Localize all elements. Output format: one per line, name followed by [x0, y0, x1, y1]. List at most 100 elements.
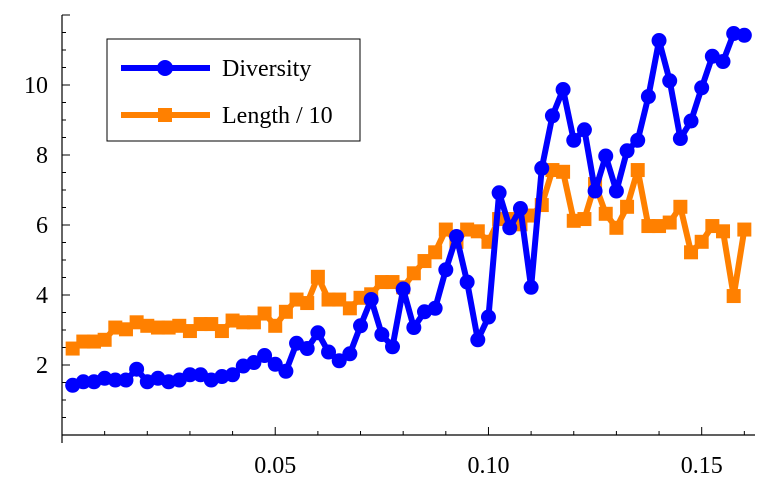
series-length-point [182, 324, 197, 339]
legend-length-label: Length / 10 [222, 103, 333, 129]
series-length-point [652, 219, 667, 234]
series-diversity-point [544, 108, 560, 124]
series-diversity-point [566, 132, 582, 148]
series-diversity-point [385, 339, 401, 355]
series-diversity [65, 26, 752, 393]
series-layer [65, 26, 752, 393]
legend-diversity-marker [157, 60, 173, 76]
series-length-point [118, 322, 133, 337]
series-diversity-point [427, 300, 443, 316]
series-diversity-point [459, 274, 475, 290]
series-length-point [566, 213, 581, 228]
series-length-point [609, 220, 624, 235]
series-diversity-point [342, 346, 358, 362]
series-length-point [204, 317, 219, 332]
series-diversity-point [662, 73, 678, 89]
series-length-point [65, 341, 80, 356]
series-diversity-point [683, 113, 699, 129]
series-length-point [225, 313, 240, 328]
series-diversity-point [448, 229, 464, 245]
legend-diversity-label: Diversity [222, 56, 311, 82]
series-length-point [556, 164, 571, 179]
series-diversity-point [630, 132, 646, 148]
series-diversity-point [118, 372, 134, 388]
series-length-point [193, 317, 208, 332]
series-diversity-point [363, 292, 379, 308]
series-length-point [385, 275, 400, 290]
series-length-point [86, 334, 101, 349]
series-diversity-point [598, 148, 614, 164]
series-length-point [108, 320, 123, 335]
series-diversity-point [619, 143, 635, 159]
series-diversity-point [129, 361, 145, 377]
series-length-point [705, 219, 720, 234]
series-diversity-point [480, 309, 496, 325]
series-length-point [620, 199, 635, 214]
series-diversity-point [715, 54, 731, 70]
series-diversity-point [225, 367, 241, 383]
series-length-point [150, 320, 165, 335]
series-length-point [321, 292, 336, 307]
legend-length-marker [158, 108, 172, 122]
series-diversity-point [640, 89, 656, 105]
series-length-point [332, 292, 347, 307]
y-tick-label: 10 [24, 73, 48, 99]
series-length-point [140, 318, 155, 333]
series-diversity-point [299, 341, 315, 357]
series-length-point [662, 215, 677, 230]
series-length-point [726, 289, 741, 304]
x-tick-label: 0.15 [681, 453, 723, 479]
series-length-point [598, 206, 613, 221]
series-length-point [438, 222, 453, 237]
series-diversity-point [491, 185, 507, 201]
series-diversity-point [310, 325, 326, 341]
series-length-point [214, 324, 229, 339]
series-length-point [129, 315, 144, 330]
series-length-point [374, 275, 389, 290]
series-diversity-point [672, 131, 688, 147]
series-diversity-point [608, 183, 624, 199]
x-tick-label: 0.10 [467, 453, 509, 479]
series-diversity-point [512, 201, 528, 217]
y-tick-label: 4 [36, 283, 48, 309]
series-length-point [684, 245, 699, 260]
series-diversity-point [395, 281, 411, 297]
series-diversity-point [246, 355, 262, 371]
series-length-point [406, 266, 421, 281]
series-diversity-point [438, 262, 454, 278]
series-length-point [246, 315, 261, 330]
series-length-point [268, 318, 283, 333]
series-length-point [278, 304, 293, 319]
series-length-point [470, 224, 485, 239]
series-length-point [342, 301, 357, 316]
series-length-point [694, 234, 709, 249]
series-diversity-point [278, 363, 294, 379]
series-diversity-point [523, 279, 539, 295]
series-diversity-point [555, 82, 571, 98]
series-length-point [577, 212, 592, 227]
series-diversity-point [502, 220, 518, 236]
series-length-point [673, 199, 688, 214]
y-tick-label: 2 [36, 353, 48, 379]
series-diversity-point [321, 344, 337, 360]
series-length-point [641, 219, 656, 234]
series-diversity-point [576, 122, 592, 138]
series-length-point [172, 318, 187, 333]
series-diversity-point [182, 367, 198, 383]
series-length-point [289, 292, 304, 307]
series-length-point [257, 306, 272, 321]
series-length-point [76, 334, 91, 349]
series-diversity-point [406, 320, 422, 336]
legend-box [106, 38, 361, 142]
series-length-point [236, 315, 251, 330]
series-length-point [417, 254, 432, 269]
series-length-point [161, 320, 176, 335]
axes: 2 4 6 8 10 0.05 0.10 0.15 [24, 14, 755, 479]
x-tick-label: 0.05 [254, 453, 296, 479]
series-diversity-point [75, 374, 91, 390]
series-diversity-point [587, 183, 603, 199]
series-diversity-point [694, 80, 710, 96]
series-length-point [630, 163, 645, 178]
series-length-point [716, 224, 731, 239]
